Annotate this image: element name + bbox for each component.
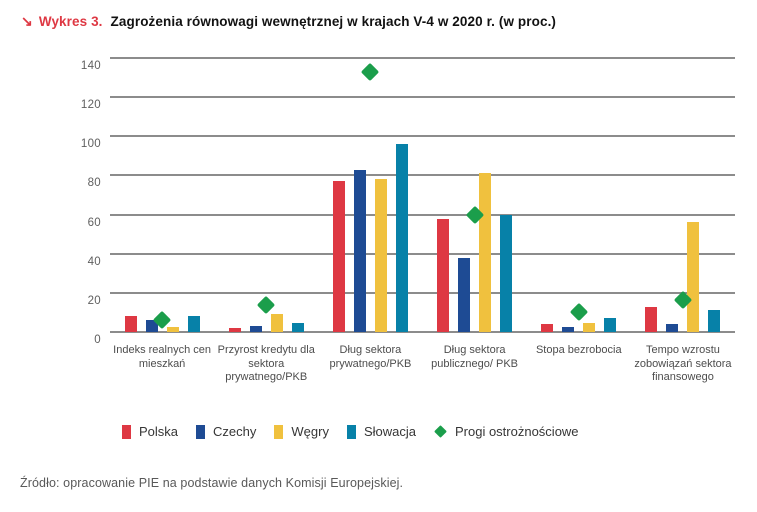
gridline xyxy=(110,252,735,255)
bar-polska xyxy=(332,181,345,332)
legend-item-label: Słowacja xyxy=(363,424,416,439)
gridline xyxy=(110,57,735,59)
bar-wegry xyxy=(479,173,492,332)
y-axis-tick-label: 120 xyxy=(80,99,101,112)
legend: Polska Czechy Węgry Słowacja Progi ostrożnoś… xyxy=(110,424,747,439)
figure-header: ↘ Wykres 3. Zagrożenia równowagi wewnętr… xyxy=(21,13,556,30)
x-axis-category-label: Tempo wzrostu zobowiązań sektora finanso… xyxy=(634,344,732,383)
bar-cluster xyxy=(423,58,527,332)
y-axis-tick-label: 140 xyxy=(80,60,101,72)
legend-diamond-icon xyxy=(434,425,447,438)
source-note: Źródło: opracowanie PIE na podstawie dan… xyxy=(20,476,404,490)
legend-item-czechy: Czechy xyxy=(196,424,256,439)
bar-slowacja xyxy=(708,310,721,332)
legend-item-label: Czechy xyxy=(213,424,257,439)
bar-slowacja xyxy=(604,318,617,332)
bar-cluster xyxy=(318,58,422,332)
legend-item-slowacja: Słowacja xyxy=(346,424,416,439)
legend-item-wegry: Węgry xyxy=(274,424,329,439)
figure-label: Wykres 3. xyxy=(38,14,103,29)
x-axis-category-label: Indeks realnych cen mieszkań xyxy=(113,344,211,370)
bar-cluster xyxy=(110,58,214,332)
y-axis-tick-label: 60 xyxy=(87,216,101,229)
bar-wegry xyxy=(583,323,596,332)
bar-czechy xyxy=(353,169,366,332)
x-axis-category-label: Dług sektora prywatnego/PKB xyxy=(329,344,412,370)
gridline xyxy=(110,96,735,99)
x-axis: Indeks realnych cen mieszkań Przyrost kre… xyxy=(110,344,735,385)
bar-group xyxy=(318,58,422,332)
bar-wegry xyxy=(270,314,283,332)
x-axis-category-label: Dług sektora publicznego/ PKB xyxy=(431,344,519,370)
x-axis-category-label: Stopa bezrobocia xyxy=(535,344,622,356)
bar-cluster xyxy=(631,58,735,332)
bar-czechy xyxy=(458,257,471,332)
legend-swatch-icon xyxy=(346,424,356,439)
gridline xyxy=(110,331,735,333)
legend-swatch-icon xyxy=(122,424,131,439)
bar-slowacja xyxy=(395,144,408,332)
bar-slowacja xyxy=(500,214,513,332)
legend-item-progi-ostroznosciowe: Progi ostrożnościowe xyxy=(434,424,579,439)
y-axis: 0 20 40 60 80 100 120 140 xyxy=(0,58,103,346)
y-axis-tick-label: 80 xyxy=(87,177,101,190)
bar-polska xyxy=(228,328,241,332)
bar-group xyxy=(631,58,735,332)
legend-item-polska: Polska xyxy=(122,424,178,439)
legend-swatch-icon xyxy=(196,424,206,439)
gridline xyxy=(110,174,735,177)
bar-polska xyxy=(645,306,658,332)
x-axis-category-label: Przyrost kredytu dla sektora prywatnego/… xyxy=(217,344,315,383)
gridline xyxy=(110,135,735,138)
y-axis-tick-label: 0 xyxy=(94,334,101,346)
bar-cluster xyxy=(527,58,631,332)
bar-wegry xyxy=(374,179,387,332)
gridline xyxy=(110,291,735,294)
bar-groups xyxy=(110,58,735,332)
bar-polska xyxy=(541,324,554,332)
bar-czechy xyxy=(249,326,262,332)
y-axis-tick-label: 40 xyxy=(87,255,101,268)
wykres-arrow-icon: ↘ xyxy=(21,13,33,29)
bar-slowacja xyxy=(291,323,304,332)
legend-item-label: Polska xyxy=(139,424,179,439)
bar-group xyxy=(527,58,631,332)
bar-group xyxy=(214,58,318,332)
bar-czechy xyxy=(562,327,575,332)
bar-polska xyxy=(437,218,450,332)
bar-group xyxy=(110,58,214,332)
gridline xyxy=(110,213,735,216)
legend-item-label: Progi ostrożnościowe xyxy=(454,424,579,439)
y-axis-tick-label: 20 xyxy=(87,294,101,307)
bar-group xyxy=(423,58,527,332)
bar-czechy xyxy=(145,320,158,332)
bar-slowacja xyxy=(187,316,200,332)
bar-wegry xyxy=(687,222,700,332)
plot-area xyxy=(110,57,735,333)
chart-title: Zagrożenia równowagi wewnętrznej w kraja… xyxy=(110,14,557,29)
legend-item-label: Węgry xyxy=(291,424,329,439)
bar-czechy xyxy=(666,324,679,332)
bar-polska xyxy=(124,316,137,332)
y-axis-tick-label: 100 xyxy=(80,138,101,151)
bar-wegry xyxy=(166,327,179,332)
bar-cluster xyxy=(214,58,318,332)
legend-swatch-icon xyxy=(274,424,284,439)
